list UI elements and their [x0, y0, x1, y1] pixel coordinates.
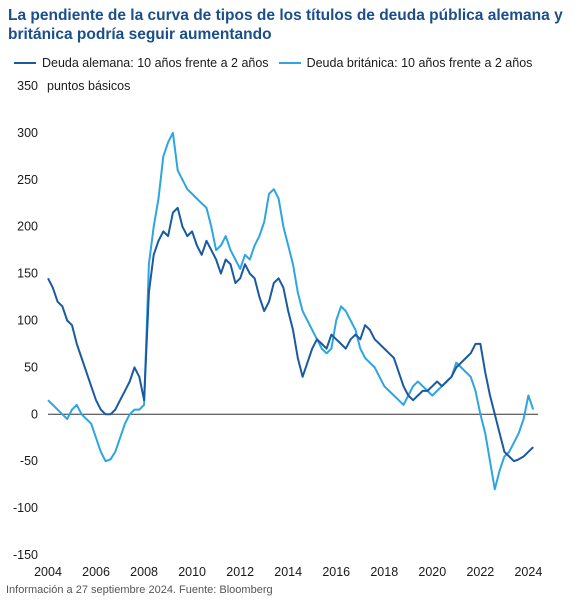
x-tick-label: 2020 [418, 565, 446, 579]
x-tick-label: 2014 [274, 565, 302, 579]
y-tick-label: 350 [17, 79, 38, 93]
legend-item-uk: Deuda británica: 10 años frente a 2 años [278, 56, 533, 70]
y-tick-label: 50 [24, 360, 38, 374]
x-tick-label: 2004 [34, 565, 62, 579]
x-tick-label: 2024 [514, 565, 542, 579]
y-tick-label: 0 [31, 407, 38, 421]
y-tick-label: -100 [13, 501, 38, 515]
chart-title: La pendiente de la curva de tipos de los… [8, 7, 563, 43]
y-axis-unit-label: puntos básicos [47, 79, 130, 93]
legend-swatch-uk [278, 61, 301, 65]
series-line-germany [47, 206, 534, 463]
x-tick-label: 2016 [322, 565, 350, 579]
y-tick-label: 250 [17, 173, 38, 187]
y-tick-label: 100 [17, 314, 38, 328]
x-tick-label: 2022 [466, 565, 494, 579]
y-tick-label: -50 [20, 454, 38, 468]
y-tick-label: 200 [17, 220, 38, 234]
legend-label-uk: Deuda británica: 10 años frente a 2 años [306, 56, 533, 70]
source-note: Información a 27 septiembre 2024. Fuente… [6, 584, 273, 596]
x-tick-label: 2010 [178, 565, 206, 579]
legend-item-germany: Deuda alemana: 10 años frente a 2 años [14, 56, 269, 70]
x-tick-label: 2006 [82, 565, 110, 579]
series-line-uk [47, 131, 535, 491]
x-tick-label: 2012 [226, 565, 254, 579]
x-tick-label: 2008 [130, 565, 158, 579]
x-tick-label: 2018 [370, 565, 398, 579]
legend-label-germany: Deuda alemana: 10 años frente a 2 años [42, 56, 269, 70]
y-tick-label: 300 [17, 126, 38, 140]
y-tick-label: 150 [17, 267, 38, 281]
legend-swatch-germany [14, 61, 36, 65]
legend: Deuda alemana: 10 años frente a 2 años D… [14, 56, 542, 70]
y-tick-label: -150 [13, 548, 38, 562]
